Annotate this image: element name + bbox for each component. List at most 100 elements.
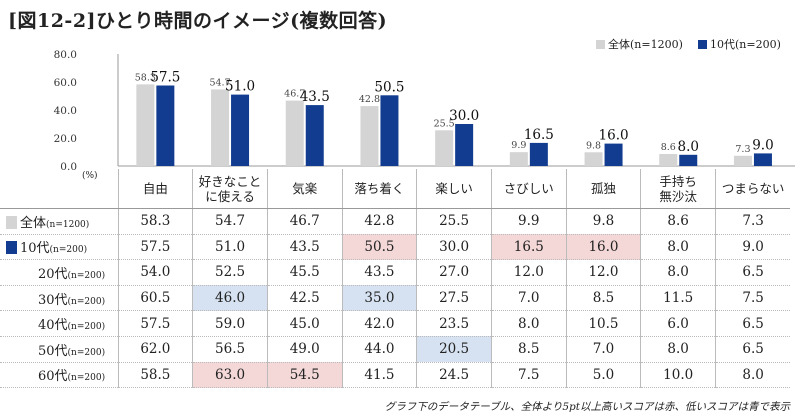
table-cell: 52.5 <box>192 259 268 286</box>
bar-all <box>360 106 379 166</box>
bar-all <box>584 152 603 166</box>
data-label-teens: 50.5 <box>374 79 404 95</box>
table-cell: 8.5 <box>566 285 642 312</box>
table-cell: 35.0 <box>342 285 418 312</box>
bar-all <box>136 84 155 166</box>
bar-teens <box>305 105 324 166</box>
row-label: 40代(n=200) <box>0 310 119 337</box>
data-label-all: 46.7 <box>284 89 305 100</box>
bar-all <box>509 152 528 166</box>
data-label-teens: 57.5 <box>150 70 180 86</box>
row-sample-size: (n=200) <box>67 270 106 281</box>
table-cell: 25.5 <box>416 208 492 235</box>
row-label: 50代(n=200) <box>0 336 119 363</box>
column-header: つまらない <box>715 169 791 209</box>
table-cell: 9.0 <box>715 234 791 261</box>
row-sample-size: (n=200) <box>67 296 106 307</box>
table-row: 10代(n=200) 57.5 51.0 43.5 50.5 30.0 16.5 16.0 8.… <box>0 234 791 261</box>
data-label-all: 58.3 <box>135 72 156 83</box>
y-tick-label: 0.0 <box>60 161 77 172</box>
data-label-teens: 16.0 <box>599 128 629 144</box>
data-table: (%) 自由 好きなこと に使える 気楽 落ち着く 楽しい さびしい 孤独 手持ち 無沙汰 つまらな… <box>0 169 791 389</box>
bar-all <box>659 153 678 166</box>
table-header-row: (%) 自由 好きなこと に使える 気楽 落ち着く 楽しい さびしい 孤独 手持ち 無沙汰 つまらな… <box>0 169 791 209</box>
bar-teens <box>455 124 474 166</box>
table-cell: 63.0 <box>192 362 268 389</box>
data-label-all: 54.7 <box>209 77 230 88</box>
row-label-text: 60代 <box>38 369 68 385</box>
legend-label-teens: 10代 <box>710 38 735 51</box>
bar-teens <box>231 94 250 166</box>
column-header-line: 無沙汰 <box>659 188 697 204</box>
legend-swatch-teens <box>698 40 707 49</box>
table-cell: 59.0 <box>192 310 268 337</box>
column-header-line: 落ち着く <box>354 181 405 196</box>
data-label-all: 7.3 <box>735 144 750 155</box>
column-header-line: 自由 <box>142 181 168 196</box>
bar-all <box>211 89 230 166</box>
row-label: 20代(n=200) <box>0 259 119 286</box>
table-cell: 57.5 <box>118 234 194 261</box>
legend-sub-teens: (n=200) <box>735 38 781 51</box>
table-row: 20代(n=200) 54.0 52.5 45.5 43.5 27.0 12.0 12.0 8.… <box>0 259 791 286</box>
bar-teens <box>156 85 175 166</box>
table-cell: 51.0 <box>192 234 268 261</box>
table-cell: 16.0 <box>566 234 642 261</box>
row-label: 全体(n=1200) <box>0 208 119 235</box>
legend-label-all: 全体 <box>608 38 630 51</box>
data-label-teens: 43.5 <box>300 89 330 105</box>
bar-all <box>733 155 752 166</box>
y-tick-label: 40.0 <box>54 105 77 117</box>
data-label-all: 9.9 <box>511 140 526 151</box>
column-header-line: 気楽 <box>292 181 318 196</box>
column-header: 好きなこと に使える <box>192 169 268 209</box>
row-label: 10代(n=200) <box>0 234 119 261</box>
table-cell: 5.0 <box>566 362 642 389</box>
table-cell: 23.5 <box>416 310 492 337</box>
unit-label: (%) <box>0 169 119 209</box>
table-cell: 54.7 <box>192 208 268 235</box>
table-cell: 41.5 <box>342 362 418 389</box>
data-label-all: 9.8 <box>586 140 601 151</box>
table-cell: 58.3 <box>118 208 194 235</box>
data-label-teens: 8.0 <box>678 139 699 155</box>
table-cell: 60.5 <box>118 285 194 312</box>
table-row: 30代(n=200) 60.5 46.0 42.5 35.0 27.5 7.0 8.5 11.5… <box>0 285 791 312</box>
column-header-line: つまらない <box>721 181 785 196</box>
column-header: 手持ち 無沙汰 <box>640 169 717 209</box>
table-cell: 7.0 <box>566 336 642 363</box>
column-header-line: 手持ち <box>659 173 697 189</box>
table-cell: 8.0 <box>640 259 717 286</box>
table-cell: 8.0 <box>715 362 791 389</box>
row-marker-swatch <box>6 241 17 255</box>
table-cell: 45.0 <box>267 310 343 337</box>
table-cell: 8.6 <box>640 208 717 235</box>
column-header: 孤独 <box>566 169 642 209</box>
table-cell: 27.5 <box>416 285 492 312</box>
table-cell: 30.0 <box>416 234 492 261</box>
bar-teens <box>753 153 772 166</box>
y-tick-label: 60.0 <box>54 77 77 89</box>
y-tick-label: 20.0 <box>54 133 77 145</box>
table-row: 50代(n=200) 62.0 56.5 49.0 44.0 20.5 8.5 7.0 8.0 6… <box>0 336 791 363</box>
table-cell: 16.5 <box>491 234 567 261</box>
bar-teens <box>529 142 548 166</box>
table-cell: 8.0 <box>640 234 717 261</box>
table-cell: 7.5 <box>491 362 567 389</box>
table-cell: 10.5 <box>566 310 642 337</box>
table-cell: 42.0 <box>342 310 418 337</box>
row-label-text: 40代 <box>38 318 68 334</box>
data-label-teens: 30.0 <box>449 108 479 124</box>
table-cell: 42.8 <box>342 208 418 235</box>
column-header-line: さびしい <box>503 181 554 196</box>
table-cell: 56.5 <box>192 336 268 363</box>
table-cell: 54.5 <box>267 362 343 389</box>
table-cell: 7.0 <box>491 285 567 312</box>
table-row: 40代(n=200) 57.5 59.0 45.0 42.0 23.5 8.0 10.5 6.0… <box>0 310 791 337</box>
row-sample-size: (n=200) <box>67 347 106 358</box>
data-label-teens: 51.0 <box>225 79 255 95</box>
table-cell: 27.0 <box>416 259 492 286</box>
table-cell: 49.0 <box>267 336 343 363</box>
table-cell: 54.0 <box>118 259 194 286</box>
table-cell: 50.5 <box>342 234 418 261</box>
